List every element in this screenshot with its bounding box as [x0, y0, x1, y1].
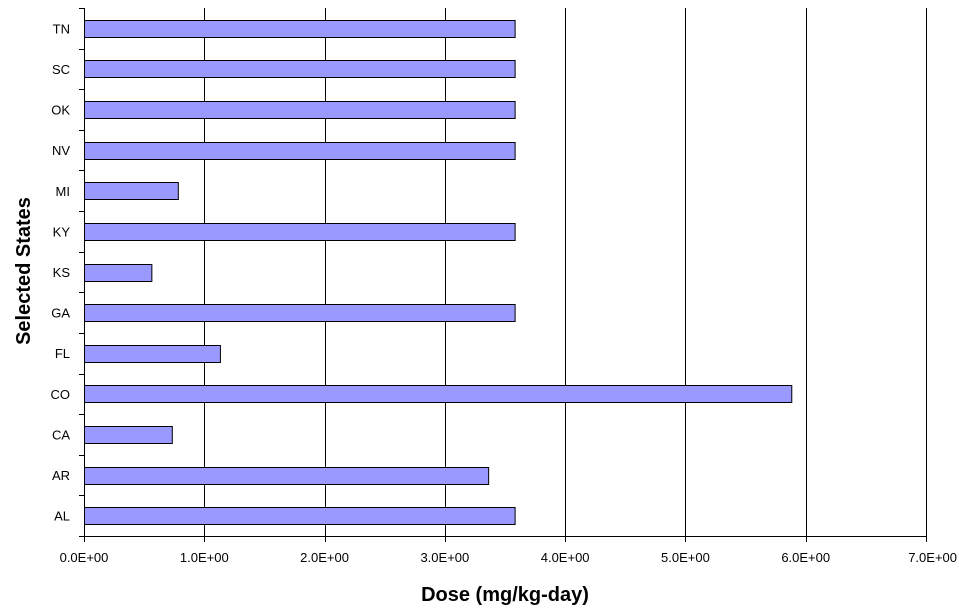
y-tick-label-al: AL: [54, 509, 70, 524]
y-tick-label-ks: KS: [53, 265, 71, 280]
axes: [79, 8, 927, 542]
y-tick-labels: TN SC OK NV MI KY KS GA FL CO CA AR AL: [51, 21, 71, 523]
bar-nv: [84, 142, 516, 160]
x-tick-label-1: 1.0E+00: [180, 550, 229, 565]
x-axis-title: Dose (mg/kg-day): [421, 584, 589, 606]
y-axis-title: Selected States: [13, 197, 35, 345]
bar-mi: [84, 182, 179, 200]
y-tick-label-co: CO: [51, 387, 71, 402]
x-tick-label-0: 0.0E+00: [60, 550, 109, 565]
bar-tn: [84, 20, 516, 38]
x-tick-label-6: 6.0E+00: [781, 550, 830, 565]
y-tick-label-tn: TN: [53, 21, 70, 36]
y-tick-label-fl: FL: [55, 346, 70, 361]
y-tick-label-ga: GA: [51, 306, 70, 321]
x-tick-label-4: 4.0E+00: [541, 550, 590, 565]
y-tick-label-ok: OK: [51, 103, 70, 118]
bar-ca: [84, 426, 173, 444]
bar-ks: [84, 264, 153, 282]
y-tick-label-ar: AR: [52, 468, 70, 483]
bar-ga: [84, 304, 516, 322]
y-tick-label-mi: MI: [56, 184, 70, 199]
y-tick-label-sc: SC: [52, 62, 70, 77]
x-tick-label-7: 7.0E+00: [908, 550, 957, 565]
bar-ok: [84, 101, 516, 119]
bar-co: [84, 385, 793, 403]
gridlines: [204, 8, 927, 536]
bar-al: [84, 507, 516, 525]
x-tick-label-2: 2.0E+00: [300, 550, 349, 565]
bar-sc: [84, 60, 516, 78]
x-tick-labels: 0.0E+00 1.0E+00 2.0E+00 3.0E+00 4.0E+00 5.0E+…: [60, 550, 957, 565]
bar-ar: [84, 467, 490, 485]
y-tick-label-nv: NV: [52, 143, 70, 158]
y-tick-label-ky: KY: [53, 224, 71, 239]
bar-fl: [84, 345, 221, 363]
bar-ky: [84, 223, 516, 241]
x-tick-label-3: 3.0E+00: [420, 550, 469, 565]
x-tick-label-5: 5.0E+00: [661, 550, 710, 565]
y-tick-label-ca: CA: [52, 427, 70, 442]
bars: [84, 20, 793, 525]
